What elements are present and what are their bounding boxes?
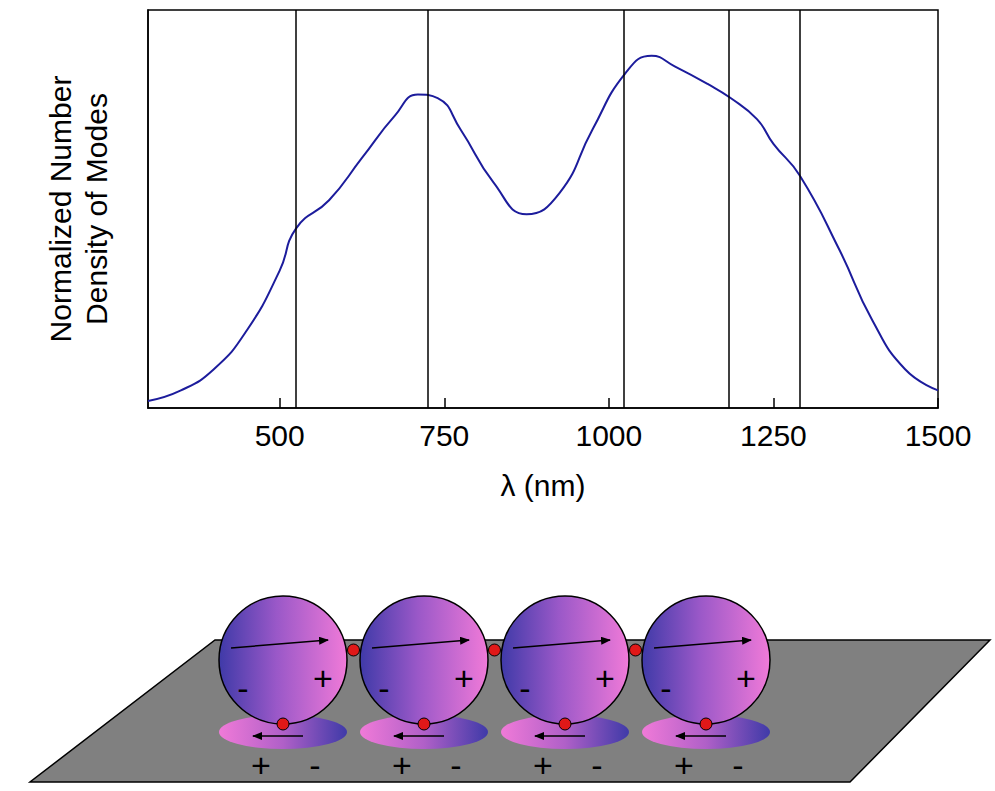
svg-text:+: +: [392, 746, 412, 784]
svg-text:-: -: [309, 746, 320, 784]
svg-text:-: -: [519, 669, 530, 707]
svg-text:-: -: [237, 669, 248, 707]
svg-text:-: -: [591, 746, 602, 784]
svg-text:-: -: [732, 746, 743, 784]
svg-text:1500: 1500: [905, 419, 972, 452]
svg-text:+: +: [595, 659, 615, 697]
svg-text:-: -: [378, 669, 389, 707]
svg-text:-: -: [660, 669, 671, 707]
svg-text:+: +: [736, 659, 756, 697]
svg-text:1000: 1000: [575, 419, 642, 452]
svg-text:1250: 1250: [740, 419, 807, 452]
svg-text:λ (nm): λ (nm): [501, 469, 586, 502]
svg-text:+: +: [533, 746, 553, 784]
svg-text:750: 750: [419, 419, 469, 452]
svg-text:500: 500: [255, 419, 305, 452]
svg-text:+: +: [454, 659, 474, 697]
svg-text:Normalized Number: Normalized Number: [44, 76, 77, 343]
svg-text:+: +: [251, 746, 271, 784]
svg-text:+: +: [313, 659, 333, 697]
svg-text:-: -: [450, 746, 461, 784]
svg-text:Density of Modes: Density of Modes: [80, 93, 113, 325]
svg-text:+: +: [674, 746, 694, 784]
